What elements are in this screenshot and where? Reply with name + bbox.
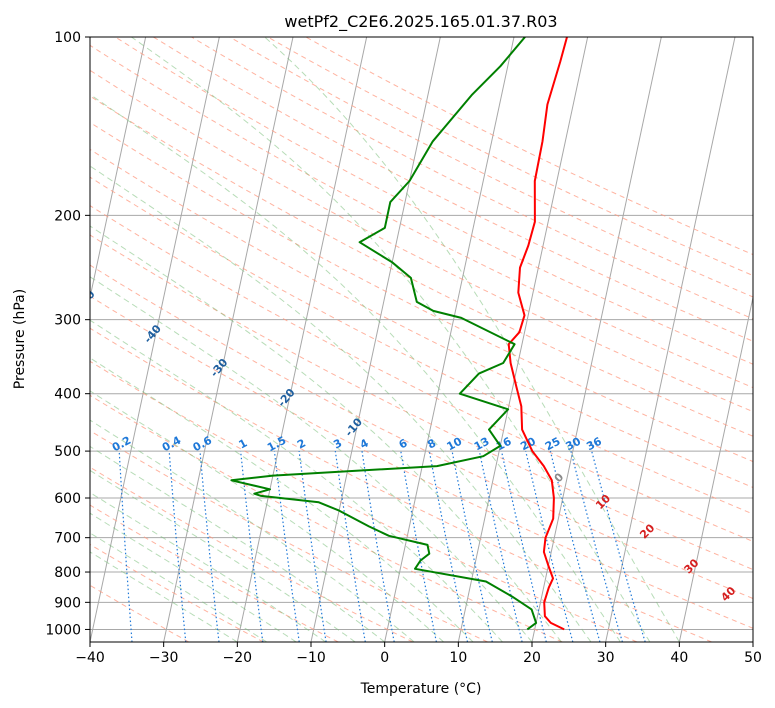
mixing-ratio-line [168,451,187,642]
moist-adiabat-line [90,491,326,642]
x-tick-label: −20 [223,650,253,666]
dry-adiabat-line [153,37,753,342]
mixing-ratio-label: 25 [543,435,563,454]
x-tick-label: 20 [523,650,541,666]
x-tick-label: −10 [296,650,326,666]
moist-adiabat-line [90,469,356,642]
dry-adiabat-line [90,295,753,629]
dry-adiabat-label: -50 [75,288,98,312]
y-tick-label: 100 [54,30,81,46]
moist-adiabat-line [90,551,238,642]
x-axis-ticks: −40 −30 −20 −10 0 10 20 30 40 50 [75,642,762,666]
profile-series [230,37,568,631]
y-tick-label: 400 [54,387,81,403]
mixing-ratio-label: 36 [584,435,604,454]
y-tick-label: 1000 [45,622,81,638]
isotherm-line [457,37,589,642]
isotherm-line [310,37,441,642]
moist-adiabat-line [90,225,562,642]
mixing-ratio-label: 13 [472,435,492,454]
mixing-ratio-line [525,450,574,642]
mixing-ratio-line [240,451,264,642]
dry-adiabat-line [90,466,414,642]
mixing-ratio-line [591,450,646,642]
moist-adiabat-line [90,445,385,642]
x-tick-label: 30 [597,650,615,666]
dry-adiabat-line [191,37,753,320]
mixing-ratio-line [400,450,437,642]
mixing-ratio-line [549,450,601,642]
y-tick-label: 200 [54,208,81,224]
dry-adiabat-line [90,234,753,571]
mixing-ratio-label: 16 [494,435,514,454]
isotherm-line [90,37,220,642]
mixing-ratio-label: 10 [445,435,465,454]
x-tick-label: 0 [380,650,389,666]
x-tick-label: 50 [744,650,762,666]
chart-title: wetPf2_C2E6.2025.165.01.37.R03 [284,12,557,32]
y-tick-label: 700 [54,531,81,547]
dry-adiabat-line [90,121,753,463]
mixing-ratio-line [199,451,220,642]
dry-adiabat-line [305,37,753,256]
moist-adiabat-line [90,357,474,642]
moist-adiabat-line [90,390,444,642]
dry-adiabat-line [90,264,753,600]
y-tick-label: 600 [54,491,81,507]
moist-adiabat-line [90,165,592,642]
moist-adiabat-line [90,93,621,642]
isotherm-line [236,37,368,642]
dry-adiabat-line [90,95,753,437]
y-tick-label: 300 [54,313,81,329]
dry-adiabat-line [90,148,753,489]
mixing-ratio-line [570,450,623,642]
mixing-ratio-line [478,450,523,642]
isotherm-line [678,294,753,642]
y-tick-label: 500 [54,444,81,460]
x-tick-label: 40 [670,650,688,666]
mixing-ratio-label: 30 [563,434,583,453]
isotherm-line [384,37,515,642]
y-tick-label: 900 [54,595,81,611]
dry-adiabat-line [115,37,753,365]
dry-adiabat-line [267,37,753,277]
isotherm-line [605,37,736,642]
plot-frame [89,36,754,643]
dry-adiabat-line [90,69,753,413]
mixing-ratio-line [451,450,493,642]
background-lines [90,37,753,642]
mixing-ratio-line [428,450,469,642]
x-tick-label: −40 [75,650,105,666]
x-axis-label: Temperature (°C) [360,681,482,697]
dewpoint-profile-line [230,37,538,631]
temperature-profile-line [507,37,568,631]
y-axis-label: Pressure (hPa) [12,289,28,389]
isotherm-line [90,37,147,300]
mixing-ratio-line [298,451,327,642]
mixing-ratio-line [500,450,547,642]
dry-adiabat-line [90,430,488,642]
mixing-ratio-line [273,451,300,642]
isotherm-line [163,37,294,642]
x-tick-label: −30 [149,650,179,666]
moist-adiabat-line [90,276,533,642]
moist-adiabat-line [131,37,651,642]
y-tick-label: 800 [54,565,81,581]
y-axis-ticks: 100 200 300 400 500 600 700 800 900 1000 [45,30,90,638]
x-tick-label: 10 [449,650,467,666]
dry-adiabat-line [90,327,712,642]
